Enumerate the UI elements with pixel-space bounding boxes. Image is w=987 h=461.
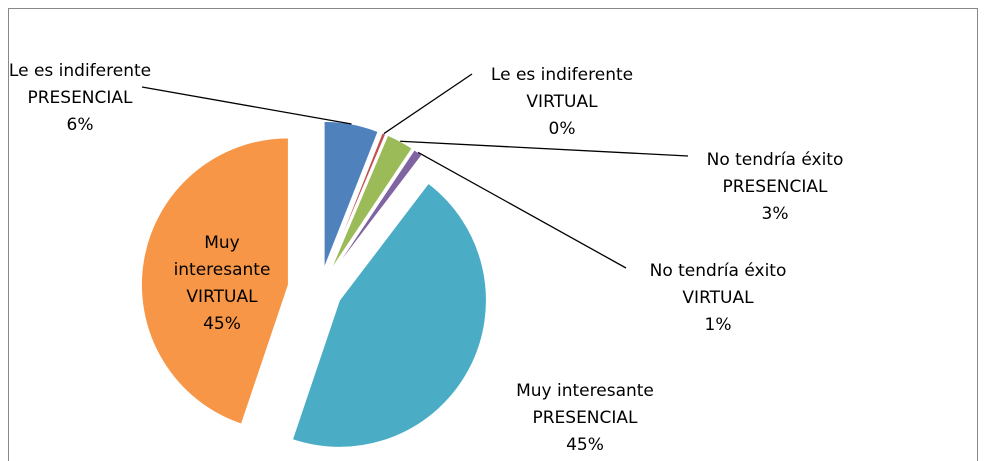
slice-value-label: 1% — [704, 315, 732, 335]
slice-value-label: 3% — [761, 204, 789, 224]
slice-value-label: 6% — [66, 115, 94, 135]
pie-slice — [140, 137, 289, 425]
leader-line — [383, 73, 473, 135]
chart-frame — [8, 8, 978, 461]
leader-line — [141, 86, 352, 125]
slice-label: Muy interesante VIRTUAL — [173, 233, 271, 307]
slice-value-label: 45% — [566, 435, 604, 455]
slice-label: Le es indiferente PRESENCIAL — [8, 61, 152, 108]
leader-line — [400, 140, 689, 157]
pie-slice — [329, 134, 413, 271]
slice-value-label: 0% — [548, 119, 576, 139]
slice-label: No tendría éxito VIRTUAL — [649, 261, 787, 308]
slice-label: No tendría éxito PRESENCIAL — [706, 150, 844, 197]
pie-slice — [291, 182, 487, 448]
slice-value-label: 45% — [203, 314, 241, 334]
slice-label: Muy interesante PRESENCIAL — [516, 381, 654, 428]
leader-line — [417, 151, 627, 269]
slice-label: Le es indiferente VIRTUAL — [490, 65, 634, 112]
